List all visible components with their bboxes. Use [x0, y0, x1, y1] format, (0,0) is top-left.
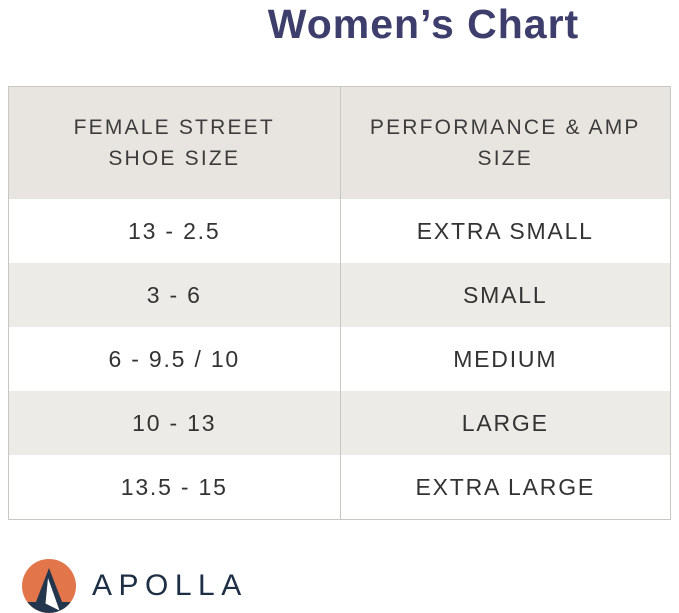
table-header-row: FEMALE STREET SHOE SIZE PERFORMANCE & AM…	[9, 87, 670, 199]
logo-hull	[27, 602, 71, 613]
header-shoe-size-line1: FEMALE STREET	[73, 116, 275, 139]
table-row: 6 - 9.5 / 10 MEDIUM	[9, 327, 670, 391]
page-title: Women’s Chart	[267, 1, 580, 47]
amp-size-value: EXTRA SMALL	[339, 199, 671, 263]
amp-size-value: MEDIUM	[339, 327, 671, 391]
shoe-size-value: 6 - 9.5 / 10	[108, 345, 241, 372]
size-chart-table: FEMALE STREET SHOE SIZE PERFORMANCE & AM…	[8, 86, 671, 520]
table-row: 10 - 13 LARGE	[9, 391, 670, 455]
shoe-size-value: 13.5 - 15	[120, 473, 228, 500]
amp-size-value: EXTRA LARGE	[339, 455, 671, 519]
brand-name: APOLLA	[92, 569, 248, 602]
logo-white-wedge	[45, 578, 60, 611]
shoe-size-value: 3 - 6	[146, 281, 202, 308]
header-amp-size: PERFORMANCE & AMP SIZE	[339, 87, 671, 199]
header-amp-size-line2: SIZE	[477, 147, 533, 170]
shoe-size-value: 13 - 2.5	[128, 217, 221, 244]
shoe-size-value: 10 - 13	[132, 409, 217, 436]
amp-size-value: LARGE	[339, 391, 671, 455]
table-row: 13.5 - 15 EXTRA LARGE	[9, 455, 670, 519]
header-shoe-size: FEMALE STREET SHOE SIZE	[9, 87, 340, 199]
amp-size-value: SMALL	[339, 263, 671, 327]
header-amp-size-line1: PERFORMANCE & AMP	[369, 116, 641, 139]
table-row: 13 - 2.5 EXTRA SMALL	[9, 199, 670, 263]
header-shoe-size-line2: SHOE SIZE	[108, 147, 241, 170]
apolla-logo-icon	[22, 559, 76, 613]
table-row: 3 - 6 SMALL	[9, 263, 670, 327]
